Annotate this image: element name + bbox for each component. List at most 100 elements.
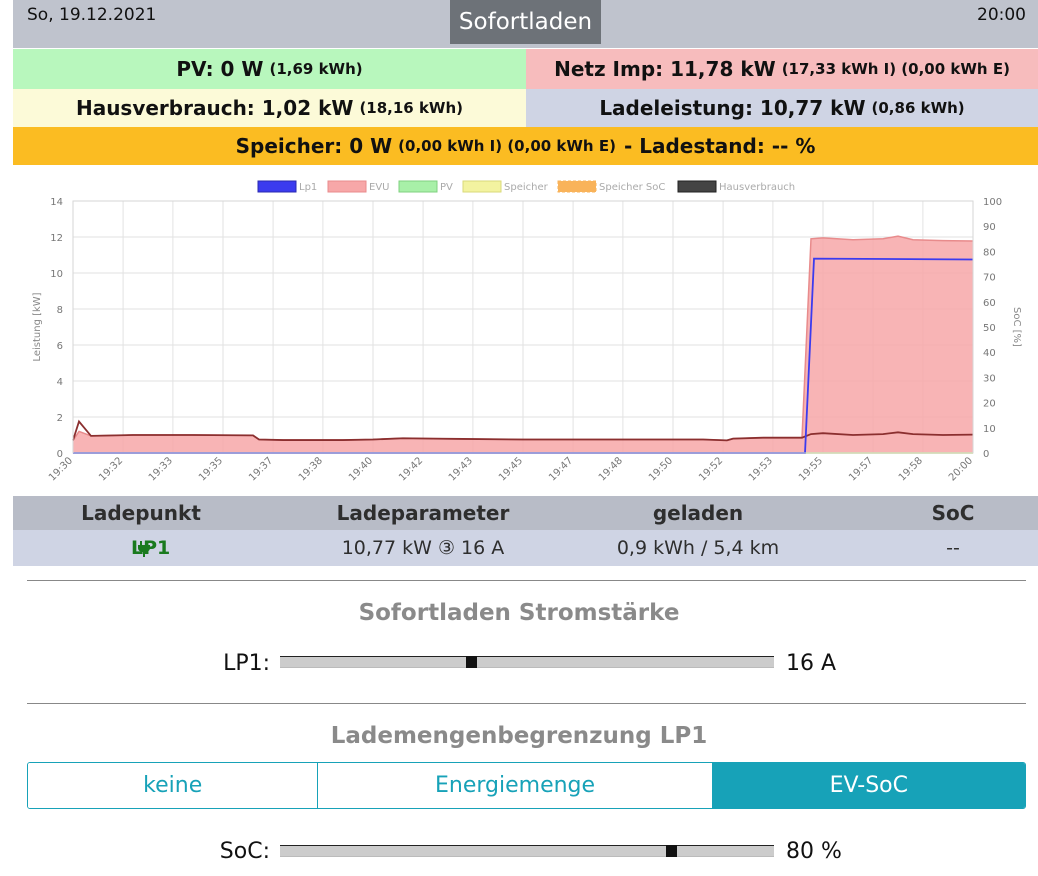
y2-tick-label: 30 <box>983 373 996 384</box>
limit-none-button[interactable]: keine <box>28 763 318 808</box>
y2-tick-label: 0 <box>983 449 989 460</box>
current-slider-thumb[interactable] <box>465 656 477 668</box>
x-tick-label: 19:33 <box>147 455 175 483</box>
legend-label: PV <box>440 182 453 193</box>
pv-value: PV: 0 W <box>176 57 264 81</box>
legend-swatch <box>327 180 367 193</box>
legend-swatch <box>398 180 438 193</box>
charge-parameters: 10,77 kW ③ 16 A <box>341 537 505 559</box>
header-ladepunkt: Ladepunkt <box>81 501 201 525</box>
soc-slider-value: 80 % <box>786 839 842 864</box>
summary-row-2: Hausverbrauch: 1,02 kW (18,16 kWh) Ladel… <box>13 89 1038 127</box>
x-tick-label: 19:47 <box>547 455 575 483</box>
soc-slider-thumb[interactable] <box>666 845 678 857</box>
storage-summary: Speicher: 0 W (0,00 kWh I) (0,00 kWh E) … <box>13 127 1038 165</box>
chargepoint-cell[interactable]: LP1 <box>51 530 231 566</box>
legend-label: Lp1 <box>299 182 317 193</box>
soc-slider[interactable] <box>280 845 774 857</box>
date-display: So, 19.12.2021 <box>27 5 157 25</box>
soc-slider-label: SoC: <box>219 839 270 864</box>
summary-row-1: PV: 0 W (1,69 kWh) Netz Imp: 11,78 kW (1… <box>13 49 1038 89</box>
house-summary: Hausverbrauch: 1,02 kW (18,16 kWh) <box>13 89 526 127</box>
y2-tick-label: 20 <box>983 399 996 410</box>
header-soc: SoC <box>931 501 975 525</box>
y2-tick-label: 100 <box>983 197 1002 208</box>
current-slider-label: LP1: <box>223 651 270 676</box>
y-tick-label: 4 <box>57 377 63 388</box>
y2-tick-label: 60 <box>983 298 996 309</box>
y-axis-label: Leistung [kW] <box>32 292 43 361</box>
grid-summary: Netz Imp: 11,78 kW (17,33 kWh I) (0,00 k… <box>526 49 1038 89</box>
y2-tick-label: 90 <box>983 222 996 233</box>
grid-energy: (17,33 kWh I) (0,00 kWh E) <box>781 60 1010 78</box>
divider <box>27 580 1026 581</box>
pv-energy: (1,69 kWh) <box>269 60 363 78</box>
legend-label: Speicher <box>504 182 549 193</box>
legend-swatch <box>677 180 717 193</box>
y2-axis-label: SoC [%] <box>1011 307 1022 347</box>
top-bar: So, 19.12.2021 Sofortladen 20:00 <box>13 0 1038 48</box>
x-tick-label: 20:00 <box>947 455 975 483</box>
mode-button[interactable]: Sofortladen <box>450 0 601 44</box>
current-slider[interactable] <box>280 656 774 668</box>
table-row[interactable]: LP1 10,77 kW ③ 16 A 0,9 kWh / 5,4 km -- <box>13 530 1038 566</box>
evu-area <box>73 236 973 453</box>
y-tick-label: 14 <box>50 197 63 208</box>
x-tick-label: 19:55 <box>797 455 825 483</box>
y-tick-label: 10 <box>50 269 63 280</box>
y-tick-label: 0 <box>57 449 63 460</box>
limit-ev-soc-button[interactable]: EV-SoC <box>711 763 1025 808</box>
x-tick-label: 19:57 <box>847 455 875 483</box>
chargepoint-table-header: Ladepunkt Ladeparameter geladen SoC <box>13 496 1038 530</box>
storage-soc: - Ladestand: -- % <box>623 134 816 158</box>
y2-tick-label: 40 <box>983 348 996 359</box>
hausverbrauch-line <box>72 419 974 442</box>
house-value: Hausverbrauch: 1,02 kW <box>75 96 354 120</box>
x-tick-label: 19:40 <box>347 455 375 483</box>
storage-energy: (0,00 kWh I) (0,00 kWh E) <box>398 137 616 155</box>
y-tick-label: 8 <box>57 305 63 316</box>
storage-value: Speicher: 0 W <box>235 134 393 158</box>
y2-tick-label: 70 <box>983 273 996 284</box>
legend-label: Speicher SoC <box>599 182 665 193</box>
charge-value: Ladeleistung: 10,77 kW <box>599 96 866 120</box>
chargepoint-name[interactable]: LP1 <box>131 537 171 559</box>
house-energy: (18,16 kWh) <box>359 99 464 117</box>
pv-summary: PV: 0 W (1,69 kWh) <box>13 49 526 89</box>
x-tick-label: 19:45 <box>497 455 525 483</box>
charged-amount: 0,9 kWh / 5,4 km <box>616 537 780 559</box>
header-geladen: geladen <box>652 501 744 525</box>
x-tick-label: 19:58 <box>897 455 925 483</box>
y-tick-label: 2 <box>57 413 63 424</box>
legend-label: Hausverbrauch <box>719 182 795 193</box>
x-tick-label: 19:38 <box>297 455 325 483</box>
y2-tick-label: 10 <box>983 424 996 435</box>
x-tick-label: 19:43 <box>447 455 475 483</box>
limit-mode-selector: keine Energiemenge EV-SoC <box>27 762 1026 809</box>
time-display: 20:00 <box>977 5 1026 25</box>
plot-border <box>72 200 974 454</box>
chargepoint-soc: -- <box>946 537 960 559</box>
grid-value: Netz Imp: 11,78 kW <box>554 57 776 81</box>
x-tick-label: 19:48 <box>597 455 625 483</box>
header-ladeparameter: Ladeparameter <box>336 501 510 525</box>
x-tick-label: 19:32 <box>97 455 125 483</box>
summary-row-3: Speicher: 0 W (0,00 kWh I) (0,00 kWh E) … <box>13 127 1038 165</box>
legend-swatch <box>462 180 502 193</box>
x-tick-label: 19:52 <box>697 455 725 483</box>
y-tick-label: 12 <box>50 233 63 244</box>
charge-summary: Ladeleistung: 10,77 kW (0,86 kWh) <box>526 89 1038 127</box>
divider <box>27 703 1026 704</box>
plug-icon <box>138 540 150 557</box>
current-section-title: Sofortladen Stromstärke <box>358 600 680 626</box>
charge-energy: (0,86 kWh) <box>871 99 965 117</box>
y2-tick-label: 80 <box>983 247 996 258</box>
y-tick-label: 6 <box>57 341 63 352</box>
x-tick-label: 19:35 <box>197 455 225 483</box>
y2-tick-label: 50 <box>983 323 996 334</box>
legend-label: EVU <box>369 182 389 193</box>
x-tick-label: 19:50 <box>647 455 675 483</box>
limit-section-title: Lademengenbegrenzung LP1 <box>330 723 708 749</box>
limit-energy-button[interactable]: Energiemenge <box>317 763 712 808</box>
